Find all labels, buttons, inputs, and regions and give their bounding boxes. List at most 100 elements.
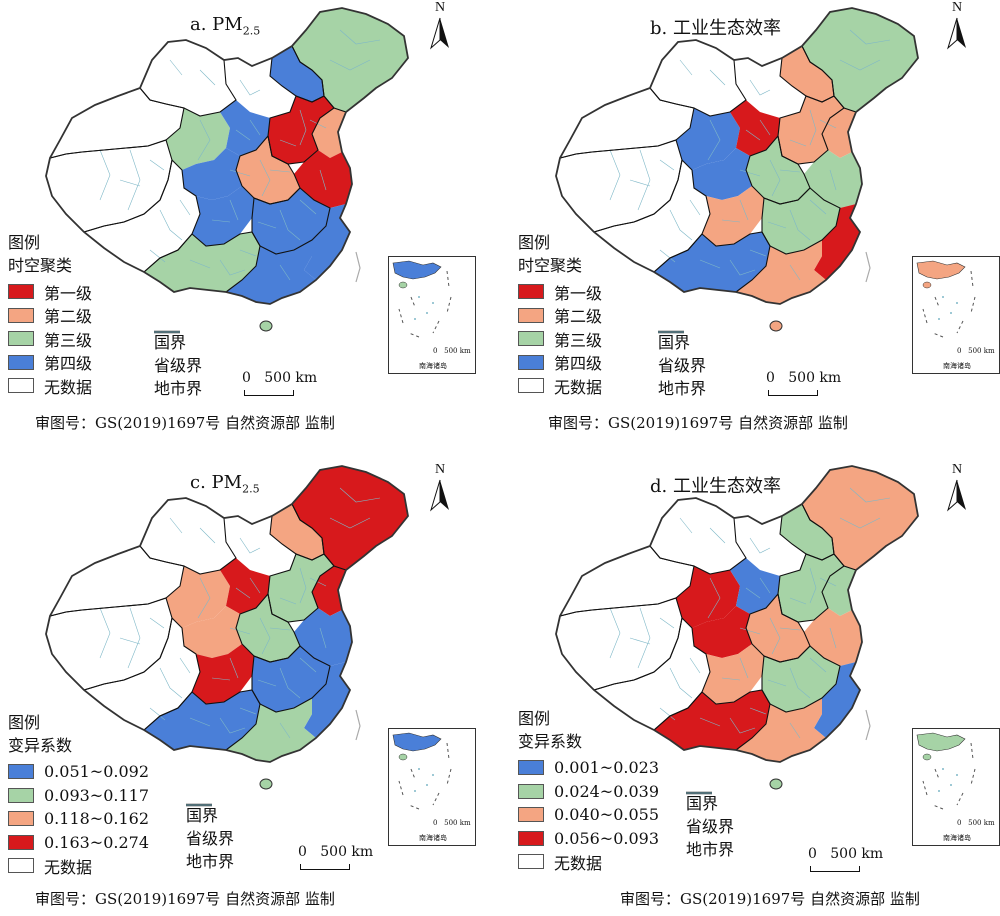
- approval-number: 审图号：GS(2019)1697号 自然资源部 监制: [548, 414, 848, 432]
- city-border-line: [658, 331, 684, 333]
- legend-item: 0.163~0.274: [8, 831, 149, 855]
- legend: 图例 时空聚类 第一级 第二级 第三级 第四级 无数据: [8, 232, 92, 398]
- legend-swatch: [8, 811, 34, 827]
- city-border-line: [686, 792, 712, 794]
- panel-title: a. PM2.5: [190, 14, 260, 38]
- inset-map: [392, 260, 452, 338]
- legend-swatch: [8, 787, 34, 803]
- panel-title-sub: 2.5: [242, 482, 260, 496]
- legend-swatch: [8, 764, 34, 780]
- legend-swatch: [8, 858, 34, 874]
- scale-bar: 0 500 km: [242, 370, 317, 396]
- legend-swatch: [518, 378, 544, 394]
- boundary-legend-item: 省级界: [686, 792, 734, 836]
- north-arrow-icon: [430, 479, 449, 512]
- legend-item: 第四级: [518, 351, 602, 375]
- legend-label: 第三级: [44, 330, 93, 350]
- approval-number: 审图号：GS(2019)1697号 自然资源部 监制: [35, 414, 335, 432]
- legend-label: 0.163~0.274: [44, 832, 150, 852]
- boundary-legend: 国界 省级界 地市界: [186, 802, 234, 871]
- north-arrow-icon: [947, 17, 966, 50]
- map-china-d: [555, 465, 919, 790]
- boundary-label: 国界: [154, 332, 187, 352]
- legend-item: 0.051~0.092: [8, 760, 149, 784]
- inset-label: 南海诸岛: [419, 362, 447, 370]
- legend-label: 0.093~0.117: [44, 785, 150, 805]
- boundary-legend-item: 省级界: [658, 331, 707, 375]
- inset-scale-label: 0 500 km: [433, 819, 471, 827]
- legend-subtitle: 时空聚类: [8, 256, 73, 275]
- scale-label: 0 500 km: [808, 846, 884, 862]
- legend-item: 无数据: [518, 374, 602, 398]
- panel-title-main: c. PM: [190, 472, 243, 493]
- legend-label: 第三级: [554, 330, 603, 350]
- north-label: N: [434, 0, 446, 15]
- north-arrow: N: [942, 462, 972, 518]
- map-panel-c: c. PM2.5 N 图例 变异系数 0.051~0.092 0.093~0.1…: [0, 458, 500, 916]
- boundary-label: 地市界: [686, 839, 735, 859]
- legend-title: 图例: [518, 233, 551, 252]
- city-border-line: [186, 804, 212, 806]
- legend-item: 0.056~0.093: [518, 827, 659, 851]
- legend-swatch: [518, 307, 544, 323]
- inset-map: [916, 732, 976, 810]
- legend-swatch: [518, 760, 544, 776]
- legend: 图例 变异系数 0.051~0.092 0.093~0.117 0.118~0.…: [8, 712, 149, 878]
- inset-label: 南海诸岛: [419, 834, 447, 842]
- panel-title: b. 工业生态效率: [650, 14, 781, 42]
- panel-title-main: d. 工业生态效率: [650, 476, 781, 497]
- legend-swatch: [518, 354, 544, 370]
- legend-label: 0.056~0.093: [554, 828, 660, 848]
- boundary-label: 国界: [658, 332, 691, 352]
- inset-scale-label: 0 500 km: [957, 347, 995, 355]
- panel-title-sub: 2.5: [242, 24, 261, 38]
- hainan-island: [259, 320, 273, 332]
- scale-bar-line: [244, 390, 294, 396]
- scale-bar: 0 500 km: [298, 844, 373, 870]
- inset-scale-label: 0 500 km: [433, 347, 471, 355]
- legend: 图例 变异系数 0.001~0.023 0.024~0.039 0.040~0.…: [518, 708, 659, 874]
- scale-bar-line: [300, 864, 350, 870]
- legend-swatch: [8, 354, 34, 370]
- map-panel-a: a. PM2.5 N 图例 时空聚类 第一级 第二级 第三级 第四级 无数据 国…: [0, 0, 500, 458]
- panel-title-main: a. PM: [190, 14, 243, 35]
- scale-bar: 0 500 km: [766, 370, 841, 396]
- boundary-legend-item: 省级界: [154, 331, 202, 375]
- boundary-label: 国界: [186, 805, 219, 825]
- approval-number: 审图号：GS(2019)1697号 自然资源部 监制: [620, 890, 920, 908]
- scale-bar: 0 500 km: [808, 846, 884, 872]
- boundary-label: 国界: [686, 793, 719, 813]
- south-china-sea-inset: 0 500 km 南海诸岛: [388, 728, 476, 846]
- boundary-label: 地市界: [154, 378, 203, 398]
- boundary-label: 省级界: [658, 355, 707, 375]
- boundary-legend-item: 地市界: [686, 792, 735, 859]
- legend-item: 0.040~0.055: [518, 803, 659, 827]
- approval-number: 审图号：GS(2019)1697号 自然资源部 监制: [35, 890, 335, 908]
- panel-title-main: b. 工业生态效率: [650, 18, 781, 39]
- hainan-island: [769, 778, 783, 790]
- boundary-legend: 国界 省级界 地市界: [154, 329, 202, 398]
- legend-label: 第一级: [554, 283, 603, 303]
- legend-item: 无数据: [8, 854, 149, 878]
- legend-subtitle: 变异系数: [518, 732, 583, 751]
- legend-swatch: [8, 307, 34, 323]
- north-label: N: [951, 462, 963, 477]
- map-china-b: [555, 7, 919, 332]
- legend-swatch: [518, 807, 544, 823]
- legend-item: 第一级: [8, 280, 92, 304]
- north-arrow-icon: [430, 17, 449, 50]
- boundary-label: 地市界: [186, 851, 235, 871]
- legend-item: 0.001~0.023: [518, 756, 659, 780]
- scale-bar-line: [768, 390, 818, 396]
- legend-label: 0.051~0.092: [44, 762, 150, 782]
- legend-label: 无数据: [554, 377, 603, 397]
- map-panel-b: b. 工业生态效率 N 图例 时空聚类 第一级 第二级 第三级 第四级 无数据 …: [510, 0, 1000, 458]
- legend-swatch: [518, 830, 544, 846]
- legend-label: 第一级: [44, 283, 93, 303]
- north-arrow: N: [425, 0, 455, 56]
- boundary-legend-item: 地市界: [658, 331, 706, 398]
- legend-swatch: [518, 854, 544, 870]
- legend-title: 图例: [8, 233, 41, 252]
- legend-swatch: [8, 834, 34, 850]
- legend-label: 第四级: [44, 354, 93, 374]
